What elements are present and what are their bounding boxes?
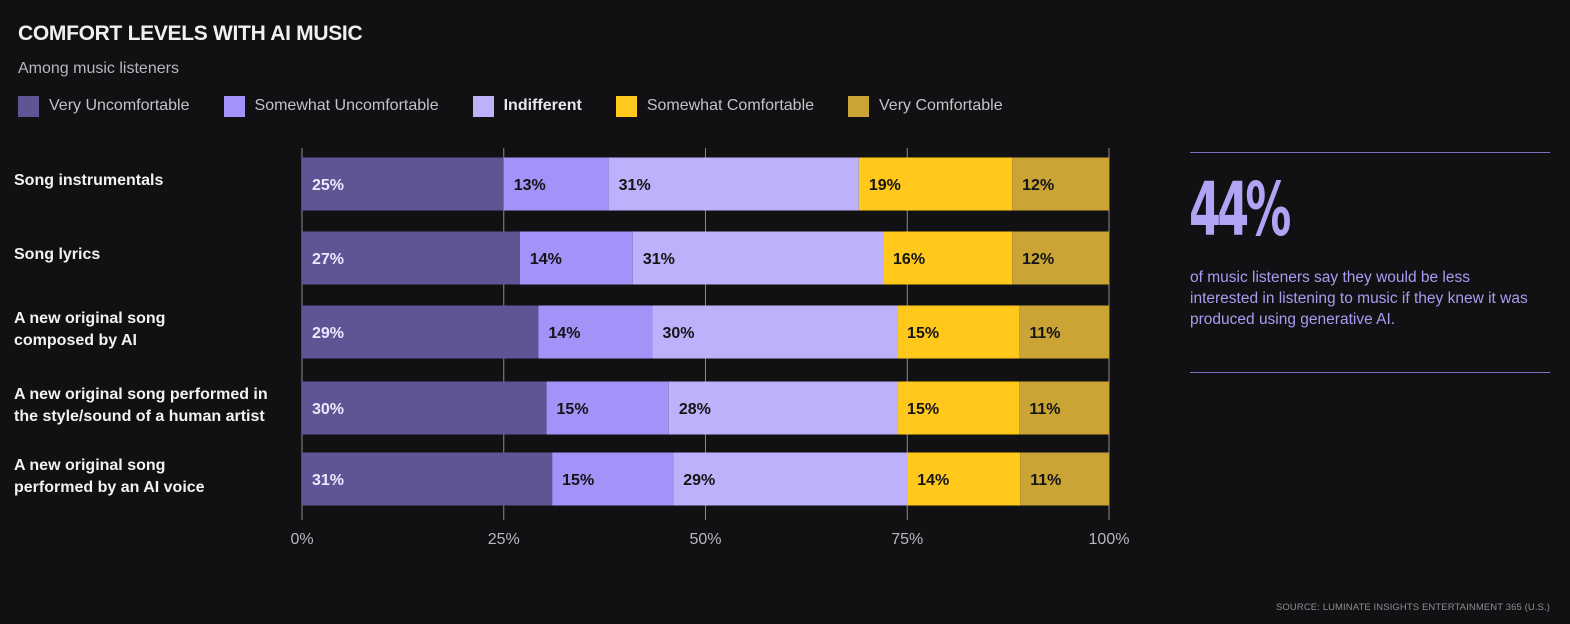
x-tick-label-100: 100%	[1089, 531, 1130, 548]
value-label-somewhat-comfortable-row-2: 16%	[893, 251, 925, 268]
category-label-row-5: A new original song performed by an AI vo…	[14, 457, 205, 496]
source-note: SOURCE: LUMINATE INSIGHTS ENTERTAINMENT …	[1275, 602, 1550, 613]
bar-very-comfortable-row-3	[1019, 305, 1109, 359]
value-label-somewhat-comfortable-row-3: 15%	[907, 325, 939, 342]
legend-item-very-comfortable: Very Comfortable	[848, 95, 1003, 117]
bar-indifferent-row-1	[608, 157, 859, 211]
bar-somewhat-uncomfortable-row-4	[546, 381, 669, 435]
bar-very-comfortable-row-4	[1019, 381, 1109, 435]
value-label-very-uncomfortable-row-1: 25%	[312, 177, 344, 194]
legend-swatch-somewhat-uncomfortable	[223, 95, 245, 117]
bar-somewhat-uncomfortable-row-5	[552, 452, 674, 506]
value-label-indifferent-row-4: 28%	[679, 401, 711, 418]
x-tick-label-75: 75%	[891, 531, 923, 548]
legend-swatch-indifferent	[472, 95, 494, 117]
bar-very-uncomfortable-row-1	[302, 157, 504, 211]
value-label-very-comfortable-row-2: 12%	[1022, 251, 1054, 268]
value-label-indifferent-row-3: 30%	[663, 325, 695, 342]
value-label-somewhat-comfortable-row-4: 15%	[907, 401, 939, 418]
bar-indifferent-row-4	[668, 381, 898, 435]
bar-very-uncomfortable-row-2	[302, 231, 520, 285]
value-label-very-uncomfortable-row-2: 27%	[312, 251, 344, 268]
value-label-somewhat-uncomfortable-row-5: 15%	[562, 472, 594, 489]
legend-label-very-comfortable: Very Comfortable	[879, 97, 1003, 114]
value-label-somewhat-comfortable-row-5: 14%	[917, 472, 949, 489]
value-label-indifferent-row-2: 31%	[643, 251, 675, 268]
value-label-very-uncomfortable-row-3: 29%	[312, 325, 344, 342]
legend-label-somewhat-uncomfortable: Somewhat Uncomfortable	[254, 97, 439, 114]
bar-somewhat-comfortable-row-2	[883, 231, 1013, 285]
x-tick-label-50: 50%	[689, 531, 721, 548]
bar-somewhat-comfortable-row-3	[897, 305, 1020, 359]
value-label-very-comfortable-row-3: 11%	[1029, 325, 1060, 342]
category-label-row-4: A new original song performed in the styl…	[14, 386, 268, 425]
x-tick-label-0: 0%	[290, 531, 313, 548]
value-label-very-uncomfortable-row-4: 30%	[312, 401, 344, 418]
legend-item-very-uncomfortable: Very Uncomfortable	[18, 95, 190, 117]
value-label-very-comfortable-row-4: 11%	[1029, 401, 1060, 418]
bar-somewhat-comfortable-row-1	[858, 157, 1013, 211]
bar-somewhat-uncomfortable-row-3	[538, 305, 653, 359]
value-label-somewhat-uncomfortable-row-2: 14%	[530, 251, 562, 268]
value-label-indifferent-row-5: 29%	[683, 472, 715, 489]
bar-very-comfortable-row-1	[1012, 157, 1109, 211]
value-label-very-comfortable-row-1: 12%	[1022, 177, 1054, 194]
value-label-somewhat-uncomfortable-row-3: 14%	[548, 325, 580, 342]
legend-swatch-very-uncomfortable	[18, 95, 39, 117]
legend: Very Uncomfortable Somewhat Uncomfortable…	[18, 95, 1037, 117]
bar-somewhat-comfortable-row-4	[897, 381, 1020, 435]
bar-very-uncomfortable-row-5	[302, 452, 553, 506]
bar-somewhat-uncomfortable-row-2	[519, 231, 633, 285]
callout-bottom-divider	[1190, 372, 1550, 373]
value-label-somewhat-uncomfortable-row-1: 13%	[514, 177, 546, 194]
legend-label-somewhat-comfortable: Somewhat Comfortable	[646, 97, 815, 114]
bar-very-uncomfortable-row-3	[302, 305, 539, 359]
bar-very-uncomfortable-row-4	[302, 381, 547, 435]
chart-subtitle: Among music listeners	[18, 60, 179, 77]
legend-swatch-very-comfortable	[848, 95, 870, 117]
category-label-row-1: Song instrumentals	[14, 172, 163, 189]
bar-very-comfortable-row-5	[1020, 452, 1109, 506]
value-label-somewhat-uncomfortable-row-4: 15%	[557, 401, 589, 418]
category-label-row-3: A new original song composed by AI	[14, 310, 165, 349]
bar-somewhat-uncomfortable-row-1	[503, 157, 609, 211]
bar-very-comfortable-row-2	[1012, 231, 1109, 285]
callout-text: of music listeners say they would be les…	[1190, 269, 1528, 328]
legend-label-very-uncomfortable: Very Uncomfortable	[49, 97, 190, 114]
value-label-very-comfortable-row-5: 11%	[1030, 472, 1061, 489]
chart-title: COMFORT LEVELS WITH AI MUSIC	[18, 22, 363, 45]
stacked-bar-chart: 25% 13% 31% 19% 12% Song instrumentals 27% 14% 3…	[14, 148, 1130, 548]
value-label-somewhat-comfortable-row-1: 19%	[869, 177, 901, 194]
value-label-indifferent-row-1: 31%	[619, 177, 651, 194]
bar-indifferent-row-5	[673, 452, 908, 506]
legend-label-indifferent: Indifferent	[503, 97, 582, 114]
legend-swatch-somewhat-comfortable	[615, 95, 637, 117]
category-label-row-2: Song lyrics	[14, 246, 100, 263]
x-tick-label-25: 25%	[488, 531, 520, 548]
callout-top-divider	[1190, 152, 1550, 153]
legend-item-somewhat-uncomfortable: Somewhat Uncomfortable	[223, 95, 439, 117]
value-label-very-uncomfortable-row-5: 31%	[312, 472, 344, 489]
bar-somewhat-comfortable-row-5	[907, 452, 1021, 506]
bar-indifferent-row-2	[632, 231, 884, 285]
callout-panel: 44% of music listeners say they would be…	[1189, 152, 1550, 373]
legend-item-indifferent: Indifferent	[472, 95, 582, 117]
callout-stat: 44%	[1189, 167, 1291, 253]
legend-item-somewhat-comfortable: Somewhat Comfortable	[615, 95, 815, 117]
bar-indifferent-row-3	[652, 305, 898, 359]
